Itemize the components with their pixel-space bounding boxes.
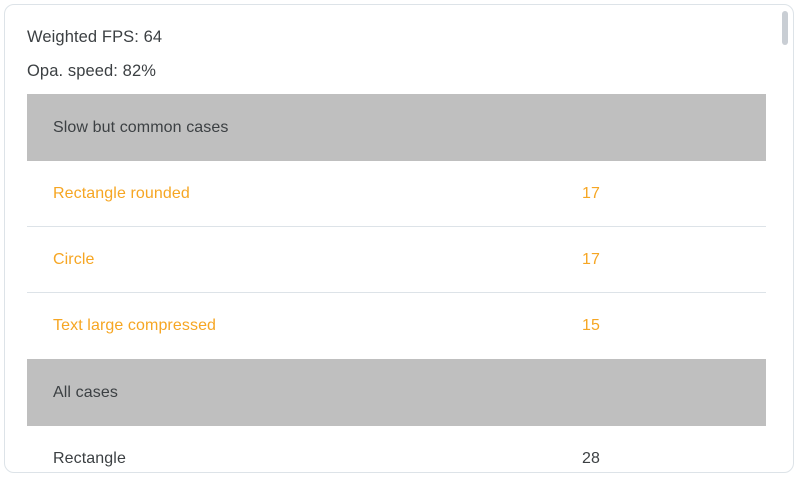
result-name: Rectangle rounded <box>53 184 190 202</box>
result-name: Rectangle <box>53 450 126 467</box>
scrollbar-thumb[interactable] <box>782 11 788 45</box>
result-name: Circle <box>53 250 95 268</box>
vertical-scrollbar[interactable] <box>779 8 790 471</box>
result-row[interactable]: Circle 17 <box>27 227 766 293</box>
result-value: 17 <box>582 184 600 202</box>
result-row[interactable]: Text large compressed 15 <box>27 293 766 359</box>
section-header: Slow but common cases <box>27 94 766 161</box>
result-value: 17 <box>582 250 600 268</box>
result-row[interactable]: Rectangle 28 <box>27 426 766 472</box>
benchmark-results-card: Weighted FPS: 64 Opa. speed: 82% Slow bu… <box>4 4 794 473</box>
results-list: Slow but common cases Rectangle rounded 17… <box>27 94 766 472</box>
weighted-fps-label: Weighted FPS: 64 <box>27 28 163 46</box>
result-row[interactable]: Rectangle rounded 17 <box>27 161 766 227</box>
result-value: 15 <box>582 317 600 334</box>
section-header-label: Slow but common cases <box>53 118 229 136</box>
opa-speed-label: Opa. speed: 82% <box>27 62 157 80</box>
result-name: Text large compressed <box>53 317 217 334</box>
section-header: All cases <box>27 359 766 426</box>
section-header-label: All cases <box>53 383 118 401</box>
result-value: 28 <box>582 450 600 467</box>
